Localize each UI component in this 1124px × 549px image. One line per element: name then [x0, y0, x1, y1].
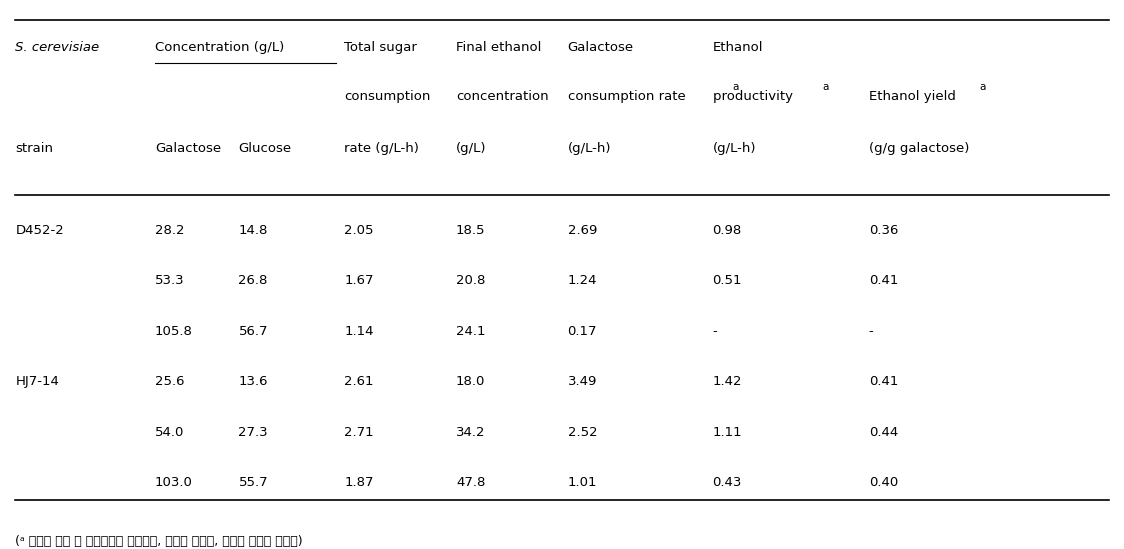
Text: Galactose: Galactose [568, 42, 634, 54]
Text: 18.0: 18.0 [456, 375, 486, 388]
Text: (g/L-h): (g/L-h) [713, 142, 756, 155]
Text: 26.8: 26.8 [238, 274, 268, 287]
Text: 2.71: 2.71 [344, 425, 374, 439]
Text: 47.8: 47.8 [456, 476, 486, 489]
Text: -: - [713, 324, 717, 338]
Text: (g/L-h): (g/L-h) [568, 142, 611, 155]
Text: 20.8: 20.8 [456, 274, 486, 287]
Text: 1.24: 1.24 [568, 274, 597, 287]
Text: 56.7: 56.7 [238, 324, 268, 338]
Text: rate (g/L-h): rate (g/L-h) [344, 142, 419, 155]
Text: 27.3: 27.3 [238, 425, 269, 439]
Text: 0.36: 0.36 [869, 223, 898, 237]
Text: 2.05: 2.05 [344, 223, 374, 237]
Text: a: a [733, 82, 740, 92]
Text: 0.44: 0.44 [869, 425, 898, 439]
Text: productivity: productivity [713, 89, 797, 103]
Text: 103.0: 103.0 [155, 476, 192, 489]
Text: 105.8: 105.8 [155, 324, 192, 338]
Text: 1.11: 1.11 [713, 425, 742, 439]
Text: 1.14: 1.14 [344, 324, 374, 338]
Text: 2.69: 2.69 [568, 223, 597, 237]
Text: 0.41: 0.41 [869, 274, 898, 287]
Text: a: a [822, 82, 828, 92]
Text: Ethanol: Ethanol [713, 42, 763, 54]
Text: 1.42: 1.42 [713, 375, 742, 388]
Text: consumption rate: consumption rate [568, 89, 690, 103]
Text: 0.43: 0.43 [713, 476, 742, 489]
Text: 28.2: 28.2 [155, 223, 184, 237]
Text: Concentration (g/L): Concentration (g/L) [155, 42, 284, 54]
Text: 53.3: 53.3 [155, 274, 184, 287]
Text: 34.2: 34.2 [456, 425, 486, 439]
Text: 0.51: 0.51 [713, 274, 742, 287]
Text: S. cerevisiae: S. cerevisiae [16, 42, 99, 54]
Text: 2.52: 2.52 [568, 425, 597, 439]
Text: HJ7-14: HJ7-14 [16, 375, 60, 388]
Text: 13.6: 13.6 [238, 375, 268, 388]
Text: 1.01: 1.01 [568, 476, 597, 489]
Text: Glucose: Glucose [238, 142, 291, 155]
Text: 18.5: 18.5 [456, 223, 486, 237]
Text: -: - [869, 324, 873, 338]
Text: (g/g galactose): (g/g galactose) [869, 142, 969, 155]
Text: 24.1: 24.1 [456, 324, 486, 338]
Text: 2.61: 2.61 [344, 375, 374, 388]
Text: 14.8: 14.8 [238, 223, 268, 237]
Text: D452-2: D452-2 [16, 223, 64, 237]
Text: 0.98: 0.98 [713, 223, 742, 237]
Text: 1.87: 1.87 [344, 476, 374, 489]
Text: 3.49: 3.49 [568, 375, 597, 388]
Text: Ethanol yield: Ethanol yield [869, 89, 960, 103]
Text: Galactose: Galactose [155, 142, 221, 155]
Text: Total sugar: Total sugar [344, 42, 417, 54]
Text: 1.67: 1.67 [344, 274, 374, 287]
Text: consumption: consumption [344, 89, 430, 103]
Text: concentration: concentration [456, 89, 549, 103]
Text: 55.7: 55.7 [238, 476, 269, 489]
Text: 54.0: 54.0 [155, 425, 184, 439]
Text: 0.40: 0.40 [869, 476, 898, 489]
Text: strain: strain [16, 142, 53, 155]
Text: 0.41: 0.41 [869, 375, 898, 388]
Text: 0.17: 0.17 [568, 324, 597, 338]
Text: a: a [979, 82, 986, 92]
Text: Final ethanol: Final ethanol [456, 42, 542, 54]
Text: (g/L): (g/L) [456, 142, 487, 155]
Text: 25.6: 25.6 [155, 375, 184, 388]
Text: (ᵃ 포도당 소모 후 갈락토오스 소모속도, 에탄올 생산성, 에탄올 수율을 나타냄): (ᵃ 포도당 소모 후 갈락토오스 소모속도, 에탄올 생산성, 에탄올 수율을… [16, 535, 303, 548]
